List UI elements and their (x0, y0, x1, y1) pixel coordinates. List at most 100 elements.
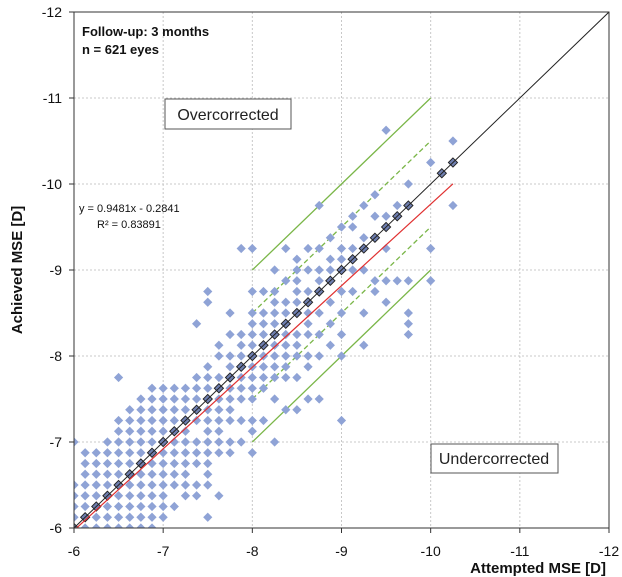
data-point (292, 351, 302, 361)
data-point (448, 200, 458, 211)
data-point (74, 491, 79, 501)
data-point (125, 501, 135, 512)
data-point (281, 372, 291, 383)
fit-lines (74, 12, 609, 528)
data-point (169, 469, 179, 479)
data-point (270, 437, 280, 447)
data-point (113, 372, 124, 383)
data-point (147, 394, 157, 404)
data-point (292, 340, 302, 350)
data-point (169, 437, 179, 447)
data-point (158, 383, 168, 393)
undercorrected-label: Undercorrected (439, 451, 549, 468)
data-point (303, 286, 313, 297)
data-point (381, 125, 391, 135)
data-point (348, 243, 358, 254)
data-point (258, 415, 269, 426)
data-point (236, 394, 246, 404)
data-point (336, 286, 347, 297)
data-point (426, 157, 436, 168)
data-point (169, 415, 179, 426)
data-point (203, 297, 213, 307)
data-point (147, 426, 157, 436)
data-point (258, 383, 269, 393)
data-point (136, 512, 146, 522)
data-point (403, 179, 413, 189)
data-point (270, 340, 280, 350)
data-point (147, 405, 157, 415)
data-point (192, 480, 202, 490)
data-point (180, 469, 191, 479)
data-point (270, 265, 280, 275)
data-point (381, 243, 391, 254)
data-point (169, 480, 179, 490)
x-tick-label: -6 (68, 543, 81, 559)
data-point (214, 351, 224, 361)
data-point (136, 394, 146, 404)
data-point (314, 329, 324, 340)
data-point (336, 308, 347, 318)
data-point (147, 534, 156, 543)
x-tick-label: -7 (157, 543, 170, 559)
data-point (392, 200, 402, 211)
data-point (303, 362, 313, 372)
x-tick-label: -8 (246, 543, 259, 559)
data-point (125, 426, 135, 436)
data-point (281, 351, 291, 361)
data-point (258, 362, 269, 372)
data-point (225, 362, 235, 372)
data-point (214, 491, 224, 501)
data-point (303, 394, 313, 404)
data-point (147, 415, 157, 426)
data-point (113, 523, 124, 528)
data-point (292, 265, 302, 275)
data-point (370, 211, 380, 221)
data-point (236, 351, 246, 361)
data-point (292, 286, 302, 297)
data-point (381, 297, 391, 307)
data-point (247, 340, 257, 350)
data-point (214, 437, 224, 447)
data-point (203, 469, 213, 479)
data-point (270, 286, 280, 297)
data-point (247, 394, 257, 404)
data-point (203, 362, 213, 372)
data-point (270, 297, 280, 307)
data-point (136, 437, 146, 447)
data-point (270, 308, 280, 318)
data-point (192, 319, 202, 329)
regression-line (75, 183, 454, 528)
data-point (325, 319, 335, 329)
x-tick-label: -12 (599, 543, 619, 559)
data-point (281, 243, 291, 254)
data-point (147, 480, 157, 490)
overcorrected-box (164, 98, 292, 130)
data-point (281, 362, 291, 372)
data-point (102, 458, 113, 469)
data-point (147, 491, 157, 501)
data-point (125, 512, 135, 522)
data-point (136, 491, 146, 501)
data-point (113, 415, 124, 426)
data-point (247, 286, 257, 297)
data-point (247, 308, 257, 318)
data-point (236, 437, 246, 447)
data-point (169, 405, 179, 415)
data-point (74, 501, 79, 512)
data-point (91, 458, 101, 469)
data-point (281, 405, 291, 415)
data-point (113, 512, 124, 522)
data-point (359, 308, 369, 318)
data-point (125, 448, 135, 458)
overcorrected-label: Overcorrected (177, 107, 278, 124)
data-point (292, 372, 302, 383)
data-point (192, 448, 202, 458)
data-point (325, 233, 335, 243)
data-point (147, 523, 157, 528)
data-point (180, 480, 191, 490)
data-point (180, 394, 191, 404)
data-point (403, 329, 413, 340)
data-point (236, 243, 246, 254)
data-point (136, 501, 146, 512)
